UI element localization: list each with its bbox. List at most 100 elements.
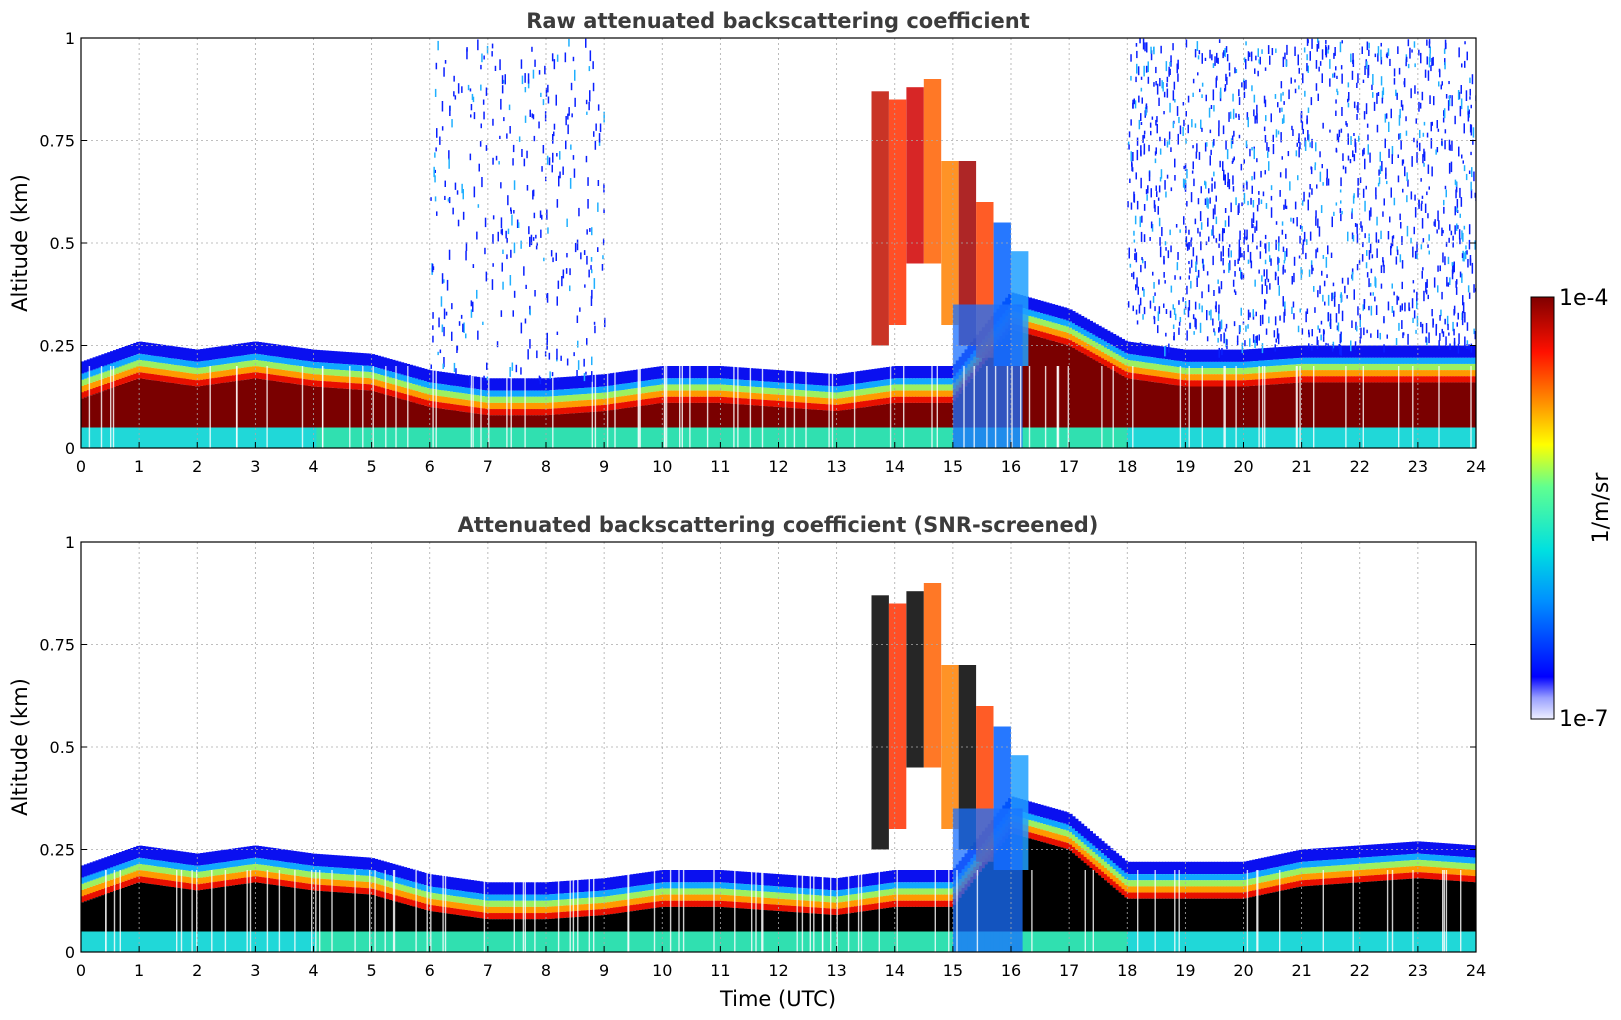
noise-speckle (1157, 325, 1159, 334)
heatmap-cell (758, 381, 762, 388)
heatmap-cell (577, 412, 582, 428)
heatmap-cell (484, 402, 489, 409)
heatmap-cell (644, 386, 649, 393)
heatmap-cell (627, 395, 631, 402)
noise-speckle (1165, 61, 1168, 72)
heatmap-cell (1301, 357, 1306, 364)
heatmap-cell (345, 427, 349, 448)
heatmap-cell (1040, 427, 1044, 448)
noise-speckle (1279, 315, 1281, 321)
noise-speckle (1158, 306, 1161, 314)
heatmap-cell (98, 385, 102, 393)
heatmap-cell (139, 378, 143, 428)
noise-speckle (435, 147, 437, 152)
heatmap-cell (880, 398, 884, 405)
noise-speckle (1408, 302, 1410, 311)
heatmap-cell (845, 427, 849, 448)
noise-speckle (1306, 239, 1308, 245)
noise-speckle (1241, 253, 1243, 258)
heatmap-cell (142, 360, 146, 367)
heatmap-cell (1109, 350, 1114, 357)
heatmap-cell (1130, 372, 1134, 379)
noise-speckle (1381, 161, 1383, 172)
heatmap-cell (1441, 363, 1445, 371)
heatmap-cell (1327, 382, 1332, 428)
heatmap-cell (1089, 357, 1093, 428)
noise-speckle (1266, 142, 1268, 151)
noise-speckle (1379, 332, 1381, 340)
heatmap-cell (941, 396, 945, 403)
heatmap-cell (171, 376, 175, 384)
noise-speckle (1376, 216, 1378, 226)
heatmap-cell (200, 367, 204, 374)
heatmap-cell (734, 404, 739, 428)
heatmap-cell (1319, 376, 1323, 383)
heatmap-cell (1077, 338, 1082, 346)
heatmap-cell (435, 395, 440, 402)
heatmap-cell (906, 384, 910, 391)
heatmap-cell (1412, 427, 1416, 448)
heatmap-cell (856, 371, 861, 384)
heatmap-cell (691, 390, 695, 397)
heatmap-cell (807, 390, 812, 397)
noise-speckle (1327, 312, 1330, 322)
heatmap-cell (880, 427, 884, 448)
noise-speckle (1292, 129, 1294, 136)
heatmap-cell (1159, 383, 1163, 428)
heatmap-cell (179, 378, 184, 385)
noise-speckle (597, 202, 599, 212)
heatmap-cell (354, 364, 358, 372)
heatmap-cell (136, 366, 140, 373)
plume-cell (906, 87, 924, 264)
heatmap-cell (1165, 427, 1169, 448)
noise-speckle (1221, 348, 1223, 356)
heatmap-cell (1304, 376, 1309, 383)
noise-speckle (1208, 188, 1210, 194)
heatmap-cell (926, 366, 931, 379)
heatmap-cell (342, 370, 347, 377)
heatmap-cell (787, 427, 791, 448)
heatmap-cell (1243, 374, 1248, 381)
noise-speckle (1133, 230, 1135, 236)
heatmap-cell (563, 376, 567, 390)
heatmap-cell (301, 385, 306, 428)
heatmap-cell (1470, 370, 1474, 377)
noise-speckle (1170, 147, 1172, 152)
heatmap-cell (1269, 378, 1274, 385)
heatmap-cell (903, 402, 907, 428)
heatmap-cell (514, 427, 518, 448)
heatmap-cell (281, 382, 286, 428)
noise-speckle (1264, 135, 1267, 143)
noise-speckle (480, 123, 482, 129)
heatmap-cell (360, 389, 364, 428)
heatmap-cell (136, 378, 140, 428)
noise-speckle (1316, 44, 1318, 52)
heatmap-cell (845, 372, 849, 386)
noise-speckle (506, 254, 508, 260)
noise-speckle (1364, 65, 1366, 75)
noise-speckle (1243, 91, 1246, 98)
heatmap-cell (1336, 363, 1341, 371)
noise-speckle (1242, 182, 1245, 192)
heatmap-cell (1188, 349, 1192, 362)
heatmap-cell (1348, 376, 1352, 383)
heatmap-cell (1083, 354, 1088, 428)
noise-speckle (1467, 285, 1470, 293)
noise-speckle (602, 255, 604, 260)
noise-speckle (1456, 223, 1458, 231)
heatmap-cell (941, 402, 945, 428)
heatmap-cell (153, 374, 158, 381)
data-gap (1264, 366, 1266, 448)
heatmap-cell (528, 390, 533, 397)
heatmap-cell (418, 397, 422, 405)
noise-speckle (1471, 74, 1474, 85)
noise-speckle (1443, 110, 1445, 117)
noise-speckle (1396, 92, 1398, 100)
heatmap-cell (598, 399, 602, 406)
noise-speckle (1303, 191, 1305, 202)
heatmap-cell (1072, 347, 1076, 428)
noise-speckle (1325, 40, 1327, 44)
noise-speckle (1238, 249, 1240, 261)
heatmap-cell (467, 400, 472, 407)
heatmap-cell (1345, 370, 1349, 377)
